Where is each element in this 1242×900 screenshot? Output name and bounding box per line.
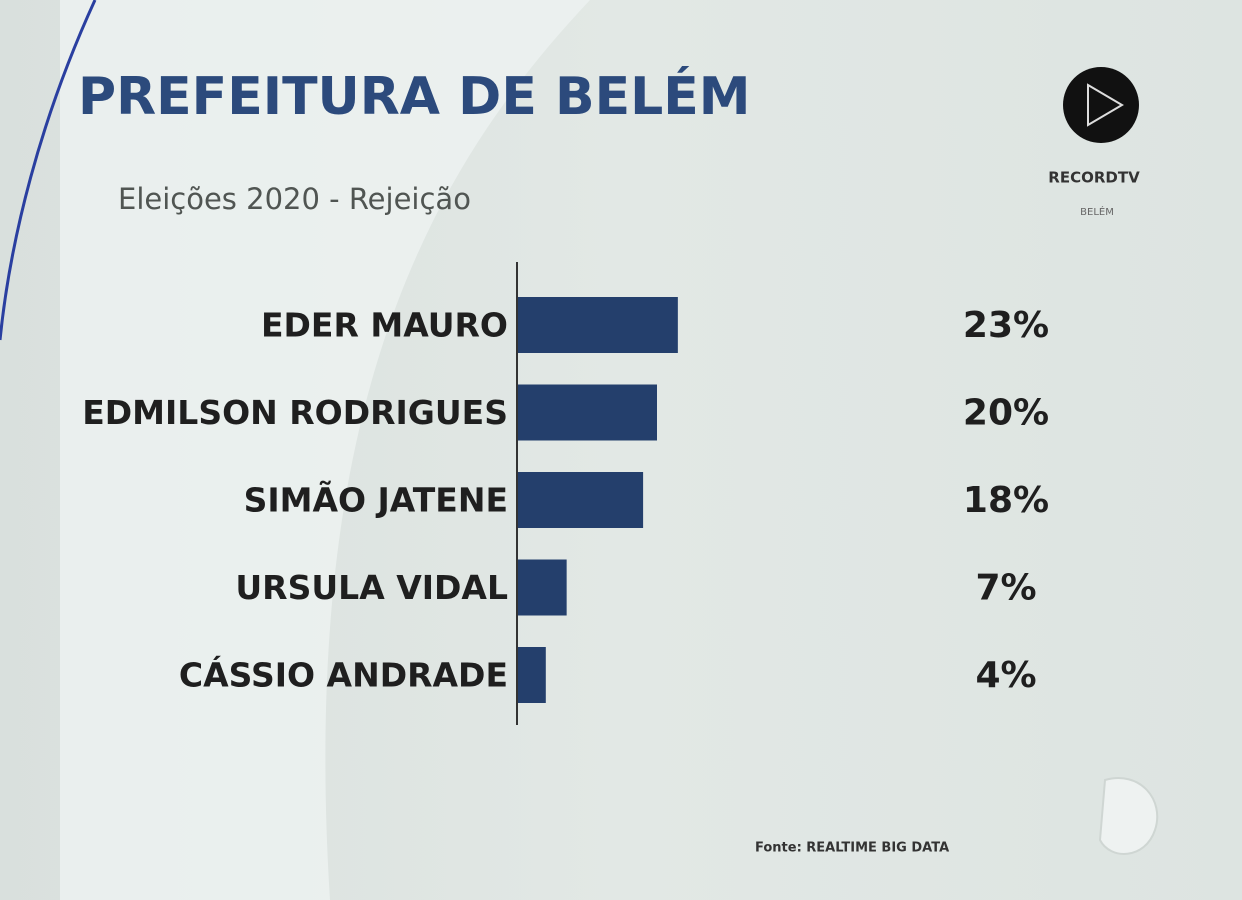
value-label: 18% — [963, 480, 1049, 521]
bar — [518, 647, 546, 703]
value-label: 4% — [975, 655, 1036, 696]
logo-play — [1087, 83, 1124, 127]
value-label: 7% — [975, 568, 1036, 609]
value-label: 23% — [963, 305, 1049, 346]
logo-subtext: BELÉM — [1080, 205, 1114, 218]
category-label: URSULA VIDAL — [235, 568, 508, 607]
category-label: EDER MAURO — [261, 306, 508, 345]
bar — [518, 559, 567, 616]
source-note: Fonte: REALTIME BIG DATA — [755, 841, 949, 856]
bar — [518, 472, 644, 528]
background-swoosh — [60, 0, 590, 900]
watermark — [1098, 777, 1159, 855]
chart-subtitle: Eleições 2020 - Rejeição — [118, 182, 471, 216]
bar — [518, 384, 657, 441]
value-label: 20% — [963, 393, 1049, 434]
chart-title: PREFEITURA DE BELÉM — [78, 66, 751, 127]
category-label: CÁSSIO ANDRADE — [179, 655, 508, 695]
category-label: SIMÃO JATENE — [244, 480, 508, 520]
blue-arc — [0, 0, 97, 341]
logo-circle — [1063, 67, 1139, 143]
bar — [518, 297, 678, 353]
category-label: EDMILSON RODRIGUES — [82, 393, 508, 432]
logo-text: RECORDTV — [1048, 169, 1140, 187]
